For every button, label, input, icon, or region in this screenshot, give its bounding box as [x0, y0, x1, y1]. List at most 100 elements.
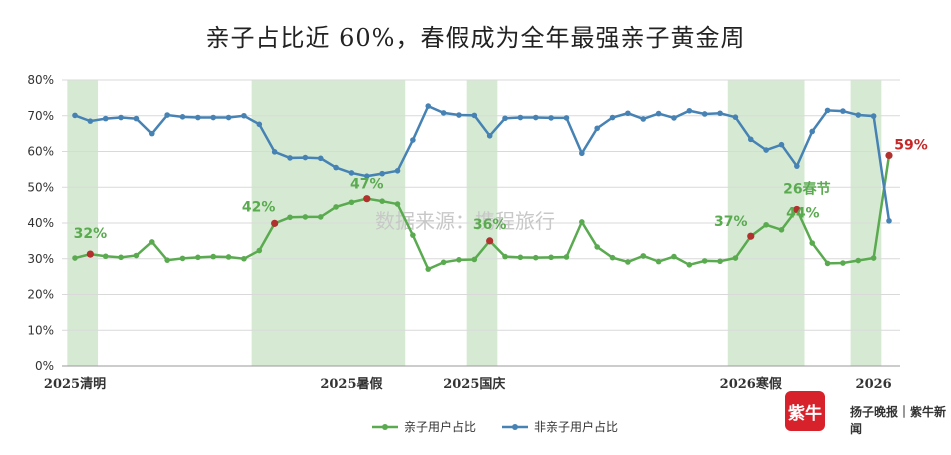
data-point	[625, 259, 631, 265]
x-tick-label: 2025暑假	[320, 376, 383, 392]
x-tick-label: 2025清明	[44, 376, 106, 392]
data-point	[440, 110, 447, 116]
brand-credit: 扬子晚报｜紫牛新闻	[850, 405, 947, 436]
y-tick-label: 50%	[27, 180, 54, 194]
data-label: 32%	[74, 226, 108, 242]
data-point	[532, 254, 539, 261]
data-point	[333, 204, 339, 210]
y-tick-label: 70%	[27, 109, 54, 123]
data-point	[732, 255, 739, 261]
data-label: 47%	[350, 177, 384, 193]
data-point	[640, 253, 647, 259]
data-point	[609, 114, 616, 121]
data-point	[72, 112, 78, 119]
y-tick-label: 80%	[27, 73, 54, 87]
data-point	[195, 254, 201, 261]
data-point	[717, 258, 723, 265]
data-point	[225, 114, 232, 121]
data-point	[502, 115, 508, 122]
data-point	[701, 111, 708, 117]
data-point	[425, 266, 432, 272]
legend-label: 亲子用户占比	[404, 419, 476, 434]
data-point	[148, 239, 155, 245]
data-point	[640, 116, 647, 122]
data-point	[778, 226, 785, 233]
data-point	[363, 195, 371, 203]
data-point	[886, 218, 892, 224]
legend-label: 非亲子用户占比	[534, 419, 618, 434]
data-label: 42%	[242, 199, 276, 215]
x-tick-label: 2026	[856, 377, 892, 392]
data-point	[747, 136, 754, 143]
data-point	[686, 262, 693, 268]
data-point	[86, 250, 94, 258]
data-point	[747, 232, 755, 240]
data-point	[778, 141, 785, 148]
data-point	[102, 115, 109, 122]
data-point	[594, 244, 600, 250]
data-point	[379, 198, 385, 204]
data-point	[195, 114, 201, 121]
data-point	[686, 107, 693, 114]
y-tick-label: 60%	[27, 145, 54, 159]
data-point	[210, 253, 217, 260]
data-point	[870, 113, 877, 119]
y-tick-label: 20%	[27, 288, 54, 302]
data-point	[133, 115, 140, 122]
data-point	[824, 260, 831, 267]
data-point	[870, 255, 877, 261]
data-point	[179, 255, 186, 262]
data-point	[471, 256, 478, 263]
data-point	[133, 252, 140, 259]
data-point	[840, 260, 846, 266]
data-point	[532, 114, 539, 121]
data-label: 37%	[714, 214, 748, 230]
data-point	[118, 254, 124, 261]
y-tick-label: 30%	[27, 252, 54, 266]
data-point	[179, 114, 186, 120]
data-point	[732, 114, 739, 120]
data-point	[855, 112, 862, 118]
data-point	[241, 255, 247, 262]
data-point	[840, 108, 846, 114]
data-point	[655, 258, 662, 265]
data-point	[148, 130, 155, 137]
data-point	[302, 154, 309, 161]
data-point	[855, 257, 862, 264]
data-point	[579, 219, 585, 225]
data-point	[456, 112, 462, 118]
data-point	[625, 110, 631, 117]
data-point	[394, 168, 401, 174]
data-point	[256, 247, 263, 254]
data-point	[302, 214, 309, 220]
data-label: 36%	[473, 217, 507, 233]
data-point	[394, 201, 401, 207]
data-point	[271, 149, 278, 155]
data-point	[794, 163, 800, 169]
data-point	[701, 258, 708, 264]
data-point	[809, 128, 816, 135]
data-point	[548, 115, 554, 121]
y-tick-label: 10%	[27, 323, 54, 337]
data-point	[440, 259, 447, 266]
chart-title: 亲子占比近 60%，春假成为全年最强亲子黄金周	[205, 24, 746, 52]
data-point	[72, 255, 78, 261]
data-point	[287, 214, 293, 221]
data-point	[410, 232, 416, 238]
y-tick-label: 40%	[27, 216, 54, 230]
data-point	[655, 110, 662, 117]
data-point	[594, 125, 600, 132]
data-point	[348, 170, 355, 176]
legend-marker	[382, 424, 388, 430]
data-label: 26春节	[783, 180, 830, 197]
data-point	[563, 115, 570, 121]
data-point	[118, 114, 124, 121]
x-tick-label: 2025国庆	[443, 376, 505, 392]
data-point	[486, 132, 493, 139]
data-point	[102, 253, 109, 260]
x-tick-label: 2026寒假	[720, 376, 783, 392]
data-point	[671, 253, 677, 260]
data-point	[410, 137, 416, 143]
